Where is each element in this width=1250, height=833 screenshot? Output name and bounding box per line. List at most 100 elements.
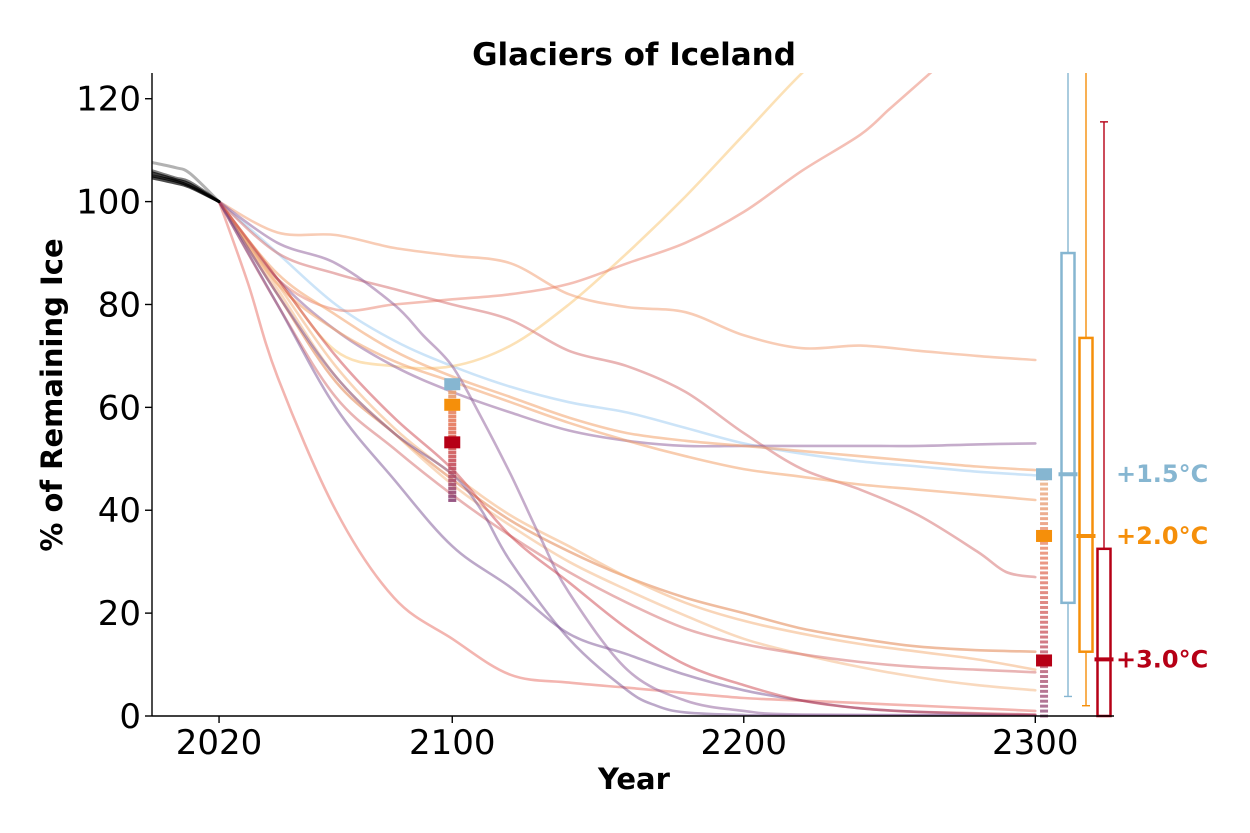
projection-line-17 <box>217 200 1037 716</box>
marker-column-2303-tick-19 <box>1040 561 1049 565</box>
marker-column-2100-tick-23 <box>448 470 457 475</box>
marker-column-2303-tick-44 <box>1040 684 1049 688</box>
projection-line-3 <box>217 200 1037 362</box>
x-tick-label-2200: 2200 <box>701 723 788 763</box>
projection-line-10 <box>217 200 1037 671</box>
marker-column-2303-tick-26 <box>1040 596 1049 600</box>
projection-line-8 <box>217 200 1037 502</box>
marker-column-2303-tick-35 <box>1040 640 1049 644</box>
marker-column-2303-tick-9 <box>1040 512 1049 516</box>
marker-column-2303-tick-27 <box>1040 601 1049 605</box>
x-tick-label-2100: 2100 <box>409 723 496 763</box>
marker-column-2303-tick-31 <box>1040 620 1049 624</box>
marker-column-2303-tick-8 <box>1040 507 1049 511</box>
marker-column-2303-tick-49 <box>1040 709 1049 713</box>
marker-column-2100-tick-9 <box>448 414 457 419</box>
y-tick-label-0: 0 <box>119 697 141 737</box>
marker-column-2303-tick-46 <box>1040 694 1049 698</box>
marker-column-2303-tick-32 <box>1040 625 1049 629</box>
y-tick-label-80: 80 <box>98 285 141 325</box>
plot-lines <box>152 73 1037 716</box>
marker-column-2303-tick-22 <box>1040 576 1049 580</box>
marker-column-2100-tick-10 <box>448 418 457 423</box>
projection-line-9 <box>217 200 1037 653</box>
y-tick-label-40: 40 <box>98 491 141 531</box>
boxplot-layer <box>1058 73 1114 718</box>
y-tick-label-120: 120 <box>76 80 141 120</box>
marker-column-2303-tick-30 <box>1040 615 1049 619</box>
marker-column-2100-tick-20 <box>448 458 457 463</box>
marker-column-2303-tick-37 <box>1040 650 1049 654</box>
projection-line-1 <box>217 200 1037 477</box>
boxplot-box-1-5 <box>1060 251 1076 605</box>
marker-column-2303-tick-40 <box>1040 665 1049 669</box>
marker-column-2303-tick-36 <box>1040 645 1049 649</box>
marker-column-2303-tick-10 <box>1040 517 1049 521</box>
marker-column-2303-tick-28 <box>1040 605 1049 609</box>
projection-line-16 <box>217 200 1037 716</box>
marker-column-2303-tick-18 <box>1040 556 1049 560</box>
axes-layer: 0 20 40 60 80 100 120 2020 2100 2200 2300 <box>76 73 1114 763</box>
y-axis-title: % of Remaining Ice <box>35 238 69 551</box>
marker-column-2303-tick-4 <box>1040 487 1049 491</box>
projection-line-11 <box>217 200 1037 692</box>
historical-line-5 <box>152 161 221 204</box>
scenario-label-1-5: +1.5°C <box>1116 460 1208 488</box>
marker-column-2303-tick-7 <box>1040 502 1049 506</box>
marker-column-2100-tick-29 <box>448 494 457 498</box>
historical-line-3 <box>152 176 221 204</box>
marker-column-2100-tick-26 <box>448 482 457 486</box>
marker-column-2303-tick-17 <box>1040 551 1049 555</box>
marker-column-2303-tick-42 <box>1040 675 1049 679</box>
scenario-label-2-0: +2.0°C <box>1116 522 1208 550</box>
marker-column-2303-tick-15 <box>1040 541 1049 545</box>
x-tick-label-2020: 2020 <box>176 723 263 763</box>
marker-column-2100-tick-3 <box>448 390 457 395</box>
projection-line-4 <box>217 73 933 313</box>
marker-column-2100-tick-4 <box>448 394 457 399</box>
historical-line-4 <box>152 169 221 204</box>
marker-column-2303-tick-6 <box>1040 497 1049 501</box>
marker-column-2303-tick-45 <box>1040 689 1049 693</box>
marker-2100-2-0 <box>444 398 461 411</box>
marker-column-2303-tick-23 <box>1040 581 1049 585</box>
marker-column-2303-tick-43 <box>1040 679 1049 683</box>
marker-column-2303-tick-21 <box>1040 571 1049 575</box>
marker-column-2303-tick-24 <box>1040 586 1049 590</box>
marker-column-2303-tick-20 <box>1040 566 1049 570</box>
marker-2303-2-0 <box>1036 529 1053 542</box>
chart-title: Glaciers of Iceland <box>472 37 796 73</box>
marker-column-2303-tick-41 <box>1040 670 1049 674</box>
scenario-labels: +1.5°C +2.0°C +3.0°C <box>1116 460 1208 673</box>
marker-column-2100-tick-8 <box>448 410 457 415</box>
marker-column-2100-tick-11 <box>448 422 457 427</box>
marker-column-2303-tick-34 <box>1040 635 1049 639</box>
projection-line-13 <box>217 200 1037 713</box>
projection-line-7 <box>217 200 1037 472</box>
marker-column-2100-tick-19 <box>448 454 457 459</box>
marker-2100-3-0 <box>444 436 461 449</box>
marker-column-2303-tick-25 <box>1040 591 1049 595</box>
marker-column-2100-tick-22 <box>448 466 457 471</box>
y-tick-label-100: 100 <box>76 183 141 223</box>
y-tick-label-60: 60 <box>98 388 141 428</box>
marker-column-2303-tick-48 <box>1040 704 1049 708</box>
marker-column-2100-tick-28 <box>448 490 457 494</box>
marker-column-2100-tick-24 <box>448 474 457 479</box>
projection-line-2 <box>217 73 804 370</box>
marker-column-2100-tick-12 <box>448 426 457 431</box>
x-axis-title: Year <box>597 762 671 796</box>
marker-2303-1-5 <box>1036 468 1053 481</box>
scenario-label-3-0: +3.0°C <box>1116 645 1208 673</box>
marker-layer <box>444 378 1053 718</box>
marker-column-2100-tick-18 <box>448 450 457 455</box>
marker-column-2100-tick-27 <box>448 486 457 490</box>
marker-column-2303-tick-3 <box>1040 482 1049 486</box>
projection-line-14 <box>217 200 1037 716</box>
marker-column-2303-tick-33 <box>1040 630 1049 634</box>
marker-column-2303-tick-12 <box>1040 527 1049 531</box>
marker-column-2303-tick-29 <box>1040 610 1049 614</box>
marker-2100-1-5 <box>444 378 461 391</box>
